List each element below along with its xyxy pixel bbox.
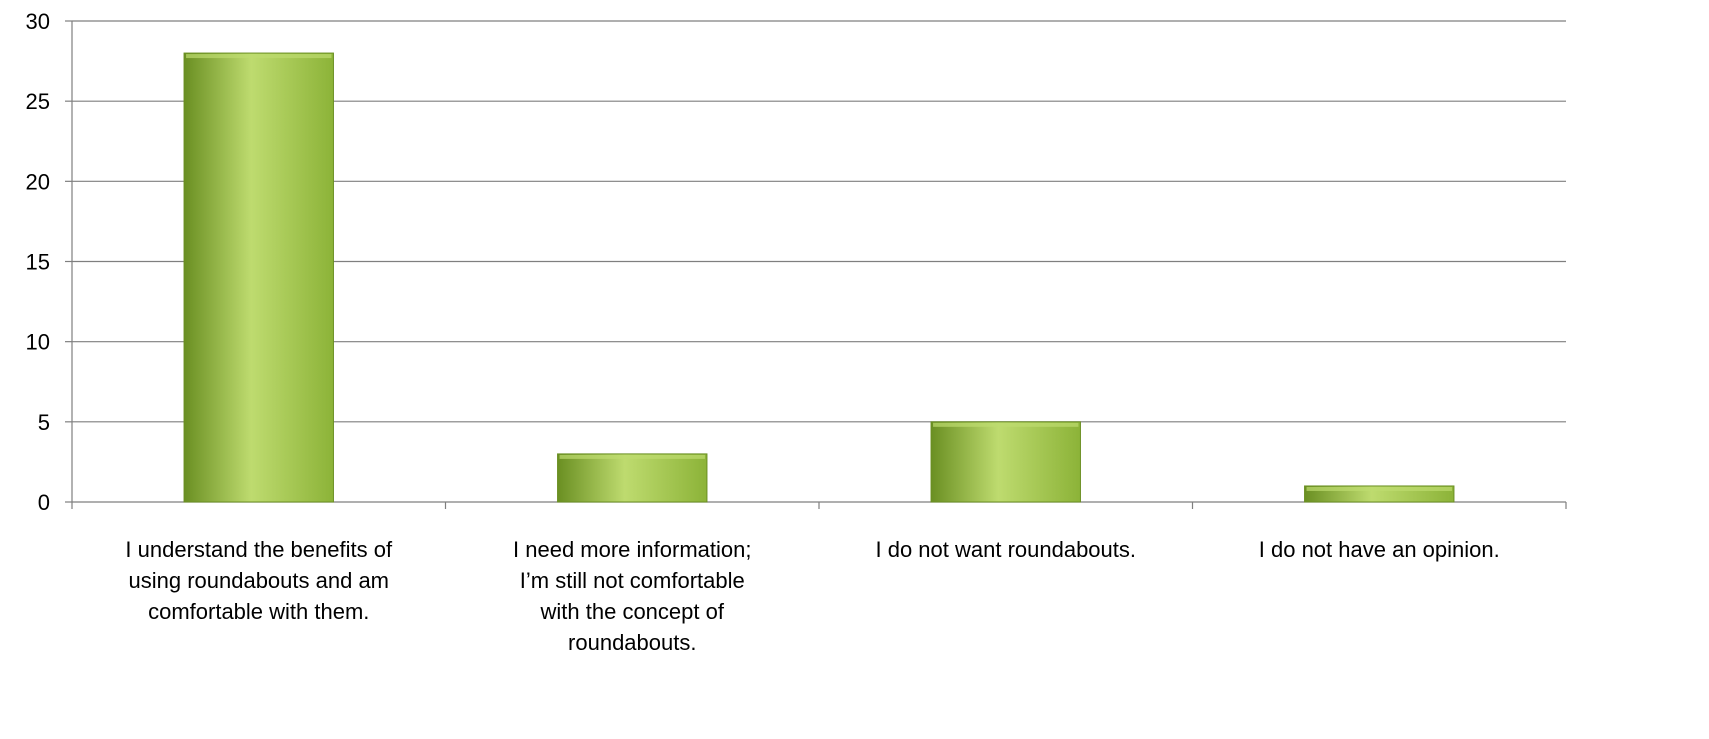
x-category-label-line: comfortable with them. bbox=[148, 599, 369, 624]
x-category-label-line: I’m still not comfortable bbox=[520, 568, 745, 593]
y-tick-label: 5 bbox=[38, 410, 50, 435]
bar bbox=[183, 52, 334, 503]
y-tick-label: 25 bbox=[26, 89, 50, 114]
bar-highlight bbox=[933, 422, 1079, 427]
x-axis-labels: I understand the benefits of using rounda… bbox=[125, 537, 1499, 655]
x-category-label-line: I understand the benefits of bbox=[125, 537, 393, 562]
bar-highlight bbox=[186, 54, 332, 59]
y-tick-label: 15 bbox=[26, 250, 50, 275]
x-category-label-line: with the concept of bbox=[540, 599, 725, 624]
y-axis-ticks: 0 5 10 15 20 25 30 bbox=[26, 9, 72, 515]
y-tick-label: 0 bbox=[38, 490, 50, 515]
bar bbox=[557, 453, 708, 503]
x-category-label: I need more information; I’m still not co… bbox=[513, 537, 751, 655]
x-category-label: I do not have an opinion. bbox=[1259, 537, 1500, 562]
bar-highlight bbox=[559, 454, 705, 459]
x-category-label: I do not want roundabouts. bbox=[875, 537, 1136, 562]
bar bbox=[930, 421, 1081, 503]
y-tick-label: 10 bbox=[26, 330, 50, 355]
x-category-label-line: roundabouts. bbox=[568, 630, 696, 655]
x-category-label-line: I do not have an opinion. bbox=[1259, 537, 1500, 562]
x-category-label-line: using roundabouts and am bbox=[128, 568, 389, 593]
x-category-label-line: I do not want roundabouts. bbox=[875, 537, 1136, 562]
y-tick-label: 20 bbox=[26, 169, 50, 194]
y-tick-label: 30 bbox=[26, 9, 50, 34]
bars bbox=[183, 52, 1455, 503]
x-category-label-line: I need more information; bbox=[513, 537, 751, 562]
x-category-label: I understand the benefits of using rounda… bbox=[125, 537, 393, 624]
bar-highlight bbox=[1306, 486, 1452, 491]
